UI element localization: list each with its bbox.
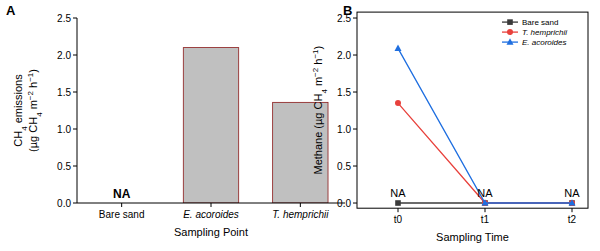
y-tick <box>353 55 357 56</box>
y-tick <box>353 166 357 167</box>
label-part: ) <box>27 69 39 73</box>
bar <box>183 48 238 203</box>
y-tick-label: 2.5 <box>57 13 71 24</box>
y-tick-label: 2.5 <box>337 13 351 24</box>
y-tick <box>353 18 357 19</box>
x-tick-label: Bare sand <box>99 209 145 220</box>
y-axis-label: CH4 emissions(µg CH4 m−2 h−1) <box>12 69 44 152</box>
label-line: (µg CH4 m−2 h−1) <box>26 69 44 152</box>
point <box>569 199 576 205</box>
panel-title: A <box>6 3 16 18</box>
x-tick-label: t2 <box>568 214 577 225</box>
y-tick <box>73 92 77 93</box>
label-part: ) <box>312 46 324 50</box>
series-line <box>398 48 572 203</box>
figure: A 0.0 0.5 1.0 1.5 2.0 2.5 CH4 emissions(µg CH4 … <box>0 0 600 251</box>
point <box>395 45 402 51</box>
y-tick <box>73 166 77 167</box>
x-tick <box>211 203 212 207</box>
y-tick <box>73 55 77 56</box>
y-tick-label: 0.5 <box>337 161 351 172</box>
x-tick-label: E. acoroides <box>183 209 239 220</box>
x-tick <box>121 203 122 207</box>
panel: B0.00.51.01.52.02.5Methane (µg CH4 m−2 h… <box>311 3 589 243</box>
annotation: NA <box>390 187 406 199</box>
x-axis-label: Sampling Point <box>174 226 248 238</box>
annotation: NA <box>477 187 493 199</box>
annotation: NA <box>564 187 580 199</box>
x-tick-label: t0 <box>394 214 403 225</box>
legend-label: E. acoroides <box>522 38 566 47</box>
legend-label: T. hemprichii <box>522 28 567 37</box>
legend-label: Bare sand <box>522 18 558 27</box>
x-tick <box>572 208 573 212</box>
y-tick-label: 1.0 <box>57 124 71 135</box>
legend-marker <box>507 19 513 25</box>
y-tick-label: 0.0 <box>337 198 351 209</box>
x-axis <box>77 203 345 204</box>
y-tick-label: 2.0 <box>337 50 351 61</box>
label-part: emissions <box>12 74 24 126</box>
label-part: CH <box>312 94 324 110</box>
label-part: (µg <box>27 133 39 152</box>
legend-marker <box>507 38 514 44</box>
y-tick-label: 1.0 <box>337 124 351 135</box>
x-tick-label: t1 <box>481 214 490 225</box>
y-tick-label: 0.5 <box>57 161 71 172</box>
y-tick <box>353 203 357 204</box>
point <box>395 100 401 106</box>
y-axis-label: Methane (µg CH4 m−2 h−1) <box>311 46 329 175</box>
plot-frame <box>357 12 588 208</box>
x-tick-label: T. hemprichii <box>272 209 329 220</box>
y-tick-label: 1.5 <box>337 87 351 98</box>
marks <box>183 48 328 203</box>
x-tick <box>485 208 486 212</box>
y-tick <box>73 203 77 204</box>
annotation: NA <box>113 187 131 201</box>
y-tick-label: 2.0 <box>57 50 71 61</box>
point <box>395 200 401 206</box>
y-tick-label: 1.5 <box>57 87 71 98</box>
marks <box>395 45 576 206</box>
label-part: CH <box>12 131 24 147</box>
y-tick <box>73 18 77 19</box>
y-tick-label: 0.0 <box>57 198 71 209</box>
y-tick <box>353 129 357 130</box>
y-tick <box>353 92 357 93</box>
series-line <box>398 103 572 203</box>
label-part: m <box>27 100 39 109</box>
bar <box>273 102 328 203</box>
legend-marker <box>507 29 513 35</box>
x-tick <box>300 203 301 207</box>
label-part: Methane (µg <box>312 109 324 174</box>
label-part: CH <box>27 117 39 133</box>
point <box>482 199 489 205</box>
legend: Bare sandT. hemprichiiE. acoroides <box>502 18 567 47</box>
point <box>569 200 575 206</box>
y-tick <box>73 129 77 130</box>
point <box>482 200 488 206</box>
y-axis <box>77 18 78 203</box>
panel: A 0.0 0.5 1.0 1.5 2.0 2.5 CH4 emissions(µg CH4 … <box>6 3 345 238</box>
x-tick <box>398 208 399 212</box>
label-part: m <box>312 77 324 86</box>
x-axis-label: Sampling Time <box>436 231 509 243</box>
